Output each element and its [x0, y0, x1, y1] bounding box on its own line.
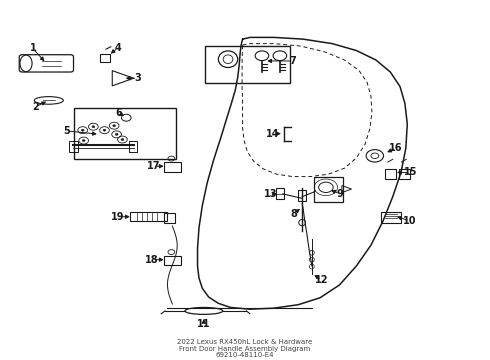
Text: 4: 4 — [115, 43, 122, 53]
Circle shape — [81, 129, 84, 131]
Bar — [205, 46, 290, 83]
Text: 9: 9 — [337, 189, 343, 199]
Circle shape — [103, 129, 106, 131]
Text: 10: 10 — [403, 216, 416, 226]
Text: 6: 6 — [116, 108, 122, 118]
Circle shape — [121, 139, 124, 140]
Text: 18: 18 — [145, 255, 159, 265]
Bar — [99, 54, 110, 62]
Bar — [69, 141, 78, 152]
Text: 14: 14 — [267, 129, 280, 139]
Text: 17: 17 — [147, 161, 161, 171]
Text: 8: 8 — [290, 209, 297, 219]
Text: 69210-48110-E4: 69210-48110-E4 — [216, 352, 274, 358]
Text: 19: 19 — [111, 212, 125, 222]
Text: 3: 3 — [134, 73, 141, 83]
Bar — [399, 169, 410, 179]
Text: 5: 5 — [63, 126, 70, 136]
Text: 1: 1 — [29, 44, 36, 54]
Circle shape — [113, 125, 116, 127]
Text: 7: 7 — [289, 56, 296, 66]
Bar — [129, 141, 138, 152]
Circle shape — [92, 126, 95, 128]
Text: 16: 16 — [390, 143, 403, 153]
Text: 15: 15 — [404, 167, 417, 177]
Bar — [74, 108, 176, 159]
Bar — [386, 169, 396, 179]
Bar — [276, 188, 284, 199]
Bar — [164, 256, 181, 265]
Text: 13: 13 — [264, 189, 277, 199]
Bar — [130, 212, 167, 221]
Circle shape — [115, 133, 118, 135]
Bar — [164, 213, 175, 223]
Bar — [164, 162, 181, 172]
Text: 11: 11 — [197, 319, 211, 329]
Text: Front Door Handle Assembly Diagram: Front Door Handle Assembly Diagram — [179, 346, 311, 352]
Text: 2022 Lexus RX450hL Lock & Hardware: 2022 Lexus RX450hL Lock & Hardware — [177, 339, 313, 345]
Bar — [381, 212, 401, 222]
Bar — [298, 190, 306, 201]
Circle shape — [82, 140, 85, 141]
Text: 2: 2 — [32, 102, 39, 112]
Text: 12: 12 — [315, 275, 328, 285]
